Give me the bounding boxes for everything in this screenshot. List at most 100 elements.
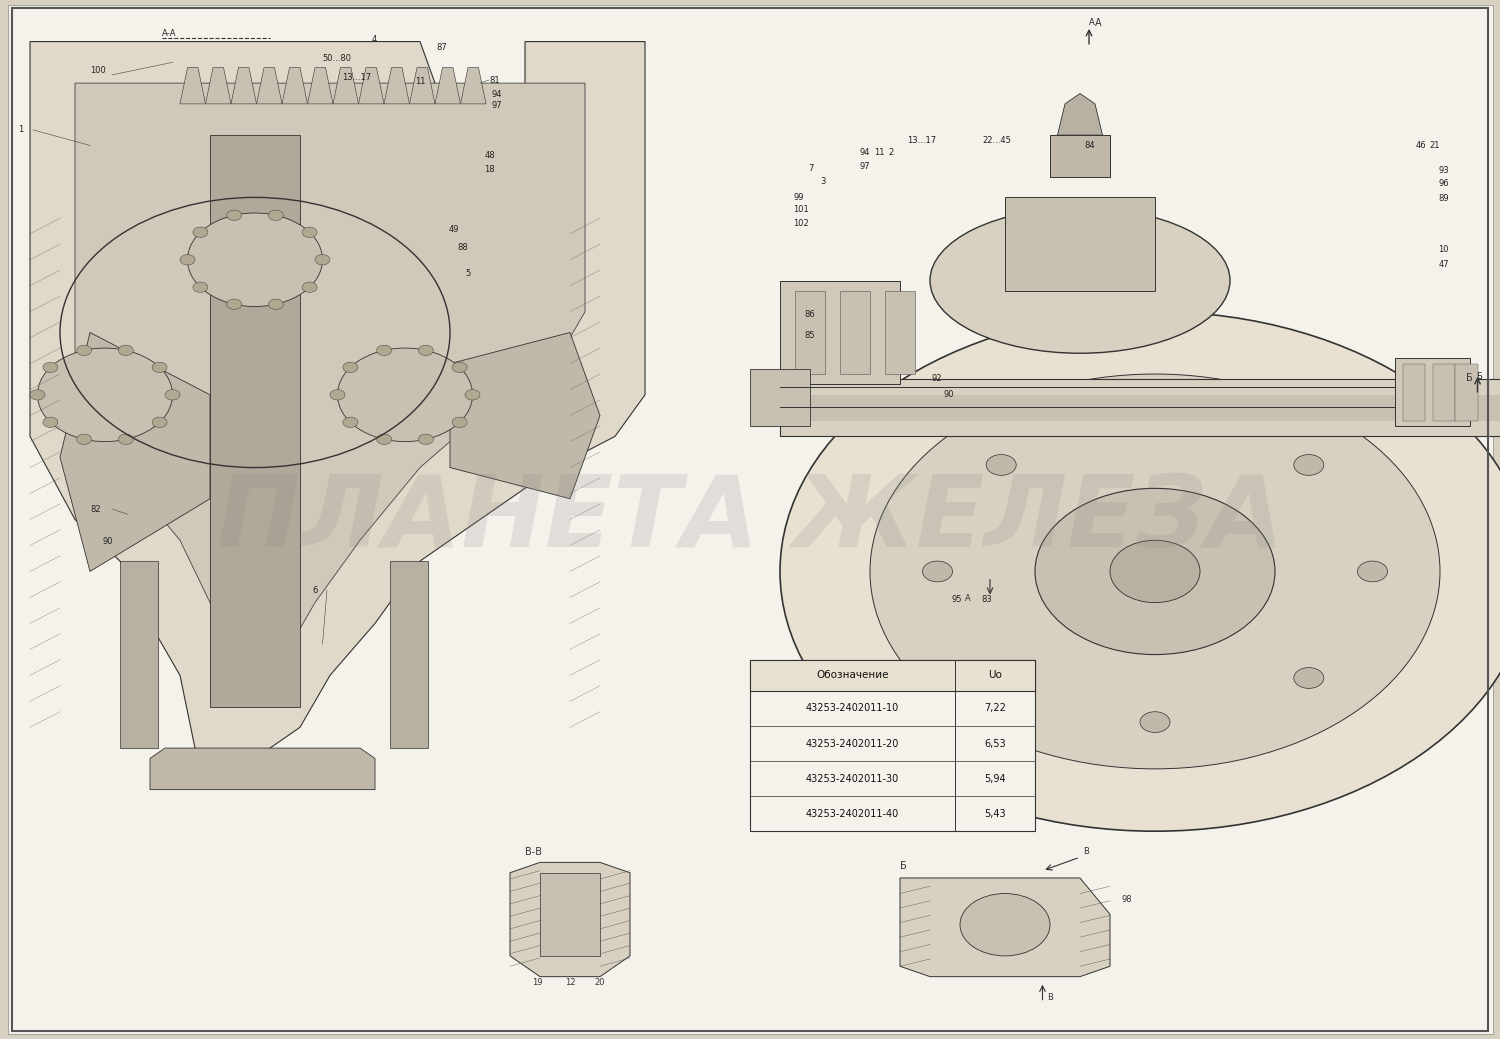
Polygon shape bbox=[358, 68, 384, 104]
Circle shape bbox=[376, 434, 392, 445]
Text: 86: 86 bbox=[804, 311, 814, 319]
Text: 6,53: 6,53 bbox=[984, 739, 1006, 748]
Text: 47: 47 bbox=[1438, 261, 1449, 269]
Polygon shape bbox=[900, 878, 1110, 977]
Bar bbox=[210, 135, 300, 707]
Text: 93: 93 bbox=[1438, 166, 1449, 175]
Circle shape bbox=[76, 345, 92, 355]
Circle shape bbox=[452, 363, 466, 373]
Text: 22...45: 22...45 bbox=[982, 136, 1011, 144]
Circle shape bbox=[268, 210, 284, 220]
Text: 11: 11 bbox=[874, 149, 885, 157]
Text: 7: 7 bbox=[808, 164, 814, 172]
Bar bbox=[1455, 364, 1478, 421]
Ellipse shape bbox=[930, 208, 1230, 353]
Polygon shape bbox=[180, 68, 206, 104]
Bar bbox=[840, 291, 870, 374]
Polygon shape bbox=[206, 68, 231, 104]
Polygon shape bbox=[282, 68, 308, 104]
Circle shape bbox=[226, 299, 242, 310]
Bar bbox=[750, 660, 1035, 691]
Polygon shape bbox=[256, 68, 282, 104]
Circle shape bbox=[1294, 668, 1324, 689]
Circle shape bbox=[376, 345, 392, 355]
Text: 11: 11 bbox=[416, 77, 426, 85]
Circle shape bbox=[194, 282, 208, 292]
Text: 43253-2402011-40: 43253-2402011-40 bbox=[806, 808, 898, 819]
Circle shape bbox=[118, 434, 134, 445]
Polygon shape bbox=[460, 68, 486, 104]
Circle shape bbox=[152, 417, 166, 427]
Circle shape bbox=[780, 312, 1500, 831]
Polygon shape bbox=[333, 68, 358, 104]
Text: 46: 46 bbox=[1416, 141, 1426, 150]
Circle shape bbox=[226, 210, 242, 220]
Text: 99: 99 bbox=[794, 193, 804, 202]
Text: 87: 87 bbox=[436, 44, 447, 52]
Circle shape bbox=[1140, 712, 1170, 732]
Text: 101: 101 bbox=[794, 206, 810, 214]
Circle shape bbox=[152, 363, 166, 373]
Text: 97: 97 bbox=[859, 162, 870, 170]
Text: 3: 3 bbox=[821, 178, 827, 186]
Text: Uo: Uo bbox=[988, 670, 1002, 681]
Text: 85: 85 bbox=[804, 331, 814, 340]
Text: 10: 10 bbox=[1438, 245, 1449, 254]
Circle shape bbox=[986, 668, 1016, 689]
Circle shape bbox=[44, 417, 58, 427]
Circle shape bbox=[870, 374, 1440, 769]
Text: 102: 102 bbox=[794, 219, 810, 228]
Circle shape bbox=[922, 561, 952, 582]
Bar bbox=[885, 291, 915, 374]
Circle shape bbox=[330, 390, 345, 400]
Circle shape bbox=[30, 390, 45, 400]
Text: 5: 5 bbox=[465, 269, 471, 277]
Polygon shape bbox=[60, 332, 210, 571]
Circle shape bbox=[165, 390, 180, 400]
Text: 97: 97 bbox=[492, 102, 502, 110]
Text: 92: 92 bbox=[932, 374, 942, 382]
Circle shape bbox=[302, 228, 316, 238]
Text: 96: 96 bbox=[1438, 180, 1449, 188]
Polygon shape bbox=[30, 42, 645, 758]
Text: 81: 81 bbox=[489, 76, 500, 84]
Circle shape bbox=[315, 255, 330, 265]
Text: 49: 49 bbox=[448, 225, 459, 234]
Text: ПЛАНЕТА ЖЕЛЕЗА: ПЛАНЕТА ЖЕЛЕЗА bbox=[216, 471, 1284, 568]
Circle shape bbox=[1035, 488, 1275, 655]
Text: В: В bbox=[1047, 992, 1053, 1002]
Text: 48: 48 bbox=[484, 152, 495, 160]
Text: 7,22: 7,22 bbox=[984, 703, 1006, 714]
Bar bbox=[1005, 197, 1155, 291]
Text: А: А bbox=[964, 593, 970, 603]
Ellipse shape bbox=[960, 894, 1050, 956]
Circle shape bbox=[419, 345, 434, 355]
Circle shape bbox=[344, 417, 358, 427]
Bar bbox=[780, 281, 900, 384]
Text: В-В: В-В bbox=[525, 847, 543, 857]
Text: 43253-2402011-30: 43253-2402011-30 bbox=[806, 774, 898, 783]
Bar bbox=[1432, 364, 1455, 421]
Text: Б: Б bbox=[1466, 373, 1473, 383]
Text: 83: 83 bbox=[981, 595, 992, 604]
Bar bbox=[780, 395, 1500, 421]
Bar bbox=[390, 561, 427, 748]
Bar bbox=[120, 561, 158, 748]
Bar bbox=[1395, 358, 1470, 426]
Text: 6: 6 bbox=[312, 586, 318, 594]
Bar bbox=[795, 291, 825, 374]
Circle shape bbox=[1110, 540, 1200, 603]
Text: 18: 18 bbox=[484, 165, 495, 174]
Text: А: А bbox=[1089, 19, 1095, 27]
Circle shape bbox=[268, 299, 284, 310]
Circle shape bbox=[302, 282, 316, 292]
Circle shape bbox=[344, 363, 358, 373]
Text: 90: 90 bbox=[944, 391, 954, 399]
Polygon shape bbox=[308, 68, 333, 104]
Polygon shape bbox=[1050, 135, 1110, 177]
Polygon shape bbox=[150, 748, 375, 790]
Text: 5,94: 5,94 bbox=[984, 774, 1006, 783]
Bar bbox=[540, 873, 600, 956]
Circle shape bbox=[1294, 454, 1324, 475]
Text: 88: 88 bbox=[458, 243, 468, 251]
